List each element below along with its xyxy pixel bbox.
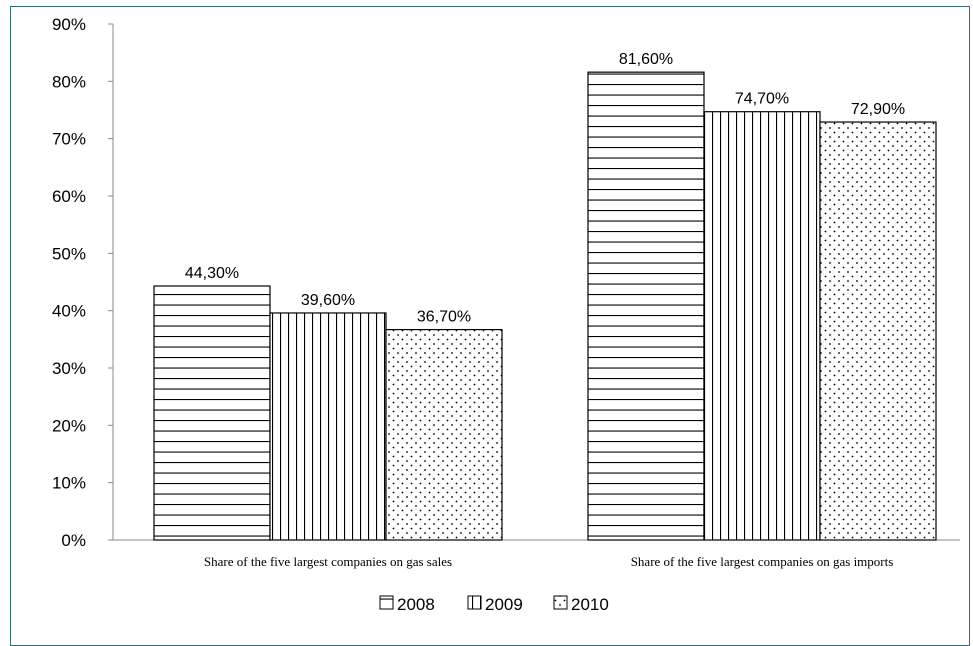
category-label-2: Share of the five largest companies on g… bbox=[631, 554, 894, 569]
data-label-2008-1: 44,30% bbox=[185, 265, 239, 282]
data-label-2009-1: 39,60% bbox=[301, 292, 355, 309]
bar-chart: 0% 10% 20% 30% 40% 50% 60% 70% 80% 90% 44,30% 81,6… bbox=[52, 15, 960, 614]
data-labels: 44,30% 81,60% 39,60% 74,70% 36,70% 72,90% bbox=[185, 51, 905, 325]
y-tick-label: 20% bbox=[52, 416, 86, 435]
data-label-2010-2: 72,90% bbox=[851, 101, 905, 118]
y-tick-label: 0% bbox=[61, 531, 86, 550]
legend-swatch-2010 bbox=[553, 595, 568, 610]
y-axis: 0% 10% 20% 30% 40% 50% 60% 70% 80% 90% bbox=[52, 15, 960, 550]
bar-2009-2 bbox=[703, 111, 821, 541]
bar-2010-1 bbox=[385, 328, 503, 541]
bar-2008-2 bbox=[587, 71, 705, 541]
category-label-1: Share of the five largest companies on g… bbox=[204, 554, 452, 569]
y-tick-label: 70% bbox=[52, 130, 86, 149]
legend-swatch-2008 bbox=[379, 595, 394, 610]
category-labels: Share of the five largest companies on g… bbox=[204, 554, 893, 569]
legend-swatch-2009 bbox=[467, 595, 482, 610]
y-tick-label: 10% bbox=[52, 474, 86, 493]
legend-label-2008: 2008 bbox=[397, 595, 435, 614]
bar-2008-1 bbox=[153, 285, 271, 541]
bar-2009-1 bbox=[269, 312, 387, 541]
legend: 2008 2009 2010 bbox=[379, 595, 609, 614]
bars bbox=[153, 71, 937, 541]
bar-2010-2 bbox=[819, 121, 937, 541]
y-tick-label: 90% bbox=[52, 15, 86, 34]
legend-label-2009: 2009 bbox=[485, 595, 523, 614]
y-tick-label: 40% bbox=[52, 302, 86, 321]
y-tick-label: 80% bbox=[52, 72, 86, 91]
legend-label-2010: 2010 bbox=[571, 595, 609, 614]
y-tick-label: 60% bbox=[52, 187, 86, 206]
data-label-2009-2: 74,70% bbox=[735, 91, 789, 108]
data-label-2010-1: 36,70% bbox=[417, 309, 471, 326]
data-label-2008-2: 81,60% bbox=[619, 51, 673, 68]
y-tick-label: 50% bbox=[52, 244, 86, 263]
y-tick-label: 30% bbox=[52, 359, 86, 378]
